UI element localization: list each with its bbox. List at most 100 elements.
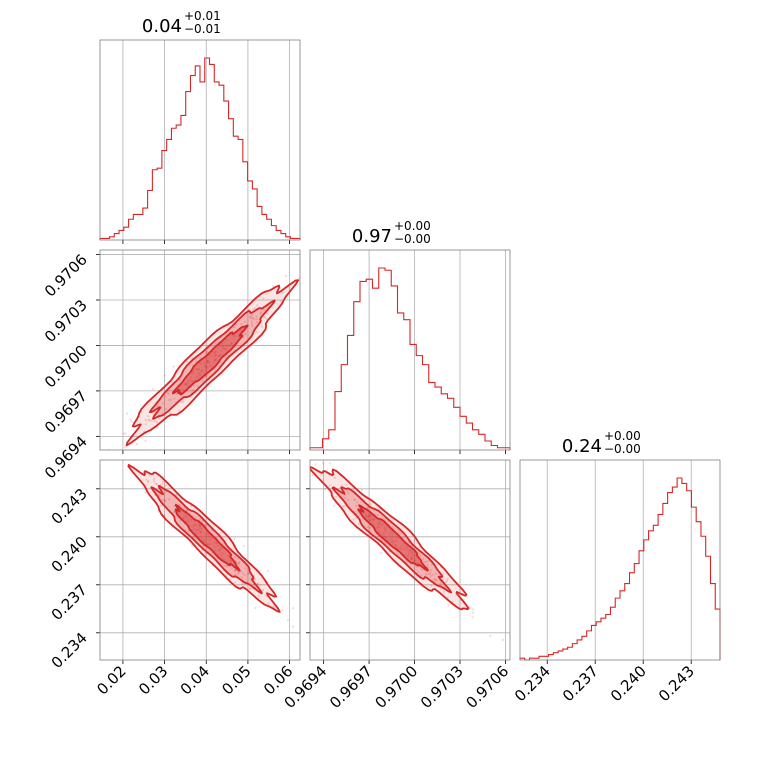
- sample-point: [229, 559, 232, 563]
- sample-point: [247, 572, 250, 575]
- sample-point: [213, 549, 216, 552]
- sample-point: [376, 526, 379, 529]
- sample-point: [198, 371, 202, 374]
- sample-point: [252, 308, 255, 311]
- sample-point: [161, 483, 164, 486]
- y-tick-label-p2: 0.9706: [41, 251, 91, 301]
- sample-point: [164, 498, 167, 502]
- sample-point: [226, 565, 229, 568]
- sample-point: [237, 571, 240, 574]
- sample-point: [424, 573, 428, 576]
- sample-point: [369, 519, 372, 522]
- x-tick-label-p3: 0.243: [655, 662, 698, 705]
- sample-point: [153, 420, 156, 423]
- sample-point: [378, 526, 382, 529]
- sample-point: [179, 400, 182, 403]
- sample-point: [225, 354, 229, 357]
- sample-point: [407, 553, 410, 556]
- sample-point: [214, 350, 217, 353]
- sample-point: [225, 348, 228, 351]
- sample-point: [384, 528, 387, 531]
- panel-frame: [99, 459, 301, 661]
- sample-point: [371, 520, 374, 523]
- sample-point: [155, 483, 159, 486]
- sample-point: [311, 256, 313, 258]
- sample-point: [214, 342, 217, 345]
- sample-point: [197, 528, 200, 531]
- sample-point: [392, 542, 395, 545]
- sample-point: [204, 369, 207, 372]
- sample-point: [163, 500, 166, 503]
- sample-point: [371, 518, 375, 521]
- sample-point: [194, 537, 197, 540]
- y-tick-label-p3: 0.234: [48, 629, 91, 672]
- sample-point: [194, 524, 197, 527]
- sample-point: [185, 383, 188, 386]
- sample-point: [169, 398, 172, 401]
- marginal-p1: [99, 40, 301, 244]
- sample-point: [446, 577, 449, 581]
- sample-point: [155, 404, 159, 407]
- sample-point: [259, 583, 262, 586]
- y-tick-label-p2: 0.9700: [41, 342, 91, 392]
- sample-point: [195, 368, 198, 371]
- sample-point: [322, 462, 325, 465]
- sample-point: [399, 545, 402, 548]
- sample-point: [235, 569, 238, 572]
- sample-point: [152, 388, 155, 391]
- sample-point: [254, 606, 257, 610]
- sample-point: [225, 356, 228, 359]
- sample-point: [264, 317, 268, 320]
- sample-point: [353, 498, 356, 501]
- sample-point: [198, 525, 201, 528]
- sample-point: [357, 522, 360, 526]
- sample-point: [207, 542, 210, 545]
- sample-point: [405, 546, 408, 549]
- sample-point: [420, 568, 423, 571]
- sample-point: [260, 325, 264, 328]
- sample-point: [432, 579, 435, 582]
- sample-point: [413, 554, 416, 557]
- panel-content: [107, 256, 313, 450]
- sample-point: [228, 344, 231, 347]
- sample-point: [215, 358, 218, 361]
- sample-point: [208, 538, 211, 542]
- title-minus-p1: −0.01: [184, 22, 221, 36]
- sample-point: [237, 557, 240, 560]
- sample-point: [182, 517, 185, 520]
- sample-point: [418, 553, 421, 556]
- sample-point: [266, 312, 269, 315]
- sample-point: [343, 504, 346, 507]
- sample-point: [472, 608, 475, 611]
- sample-point: [347, 492, 350, 495]
- sample-point: [210, 353, 213, 356]
- sample-point: [442, 578, 445, 582]
- sample-point: [199, 531, 202, 534]
- sample-point: [222, 558, 225, 561]
- sample-point: [391, 540, 394, 543]
- panel-content: [310, 462, 505, 642]
- sample-point: [199, 531, 202, 534]
- contour-level-3: [357, 504, 429, 572]
- sample-point: [382, 535, 385, 538]
- x-tick-label-p1: 0.02: [93, 662, 129, 698]
- sample-point: [200, 527, 203, 530]
- sample-point: [200, 530, 203, 534]
- sample-point: [198, 368, 201, 371]
- sample-point: [376, 514, 379, 517]
- sample-point: [501, 638, 505, 642]
- sample-point: [388, 534, 391, 537]
- sample-point: [266, 292, 269, 295]
- sample-point: [489, 634, 492, 638]
- sample-point: [192, 370, 195, 373]
- sample-point: [206, 366, 209, 369]
- title-value-p3: 0.24: [562, 436, 602, 457]
- sample-point: [179, 519, 182, 522]
- sample-point: [377, 529, 380, 532]
- sample-point: [434, 572, 437, 575]
- histogram-step-p2: [309, 267, 511, 450]
- sample-point: [210, 355, 213, 358]
- sample-point: [152, 480, 155, 483]
- sample-point: [208, 364, 211, 367]
- sample-point: [164, 395, 167, 398]
